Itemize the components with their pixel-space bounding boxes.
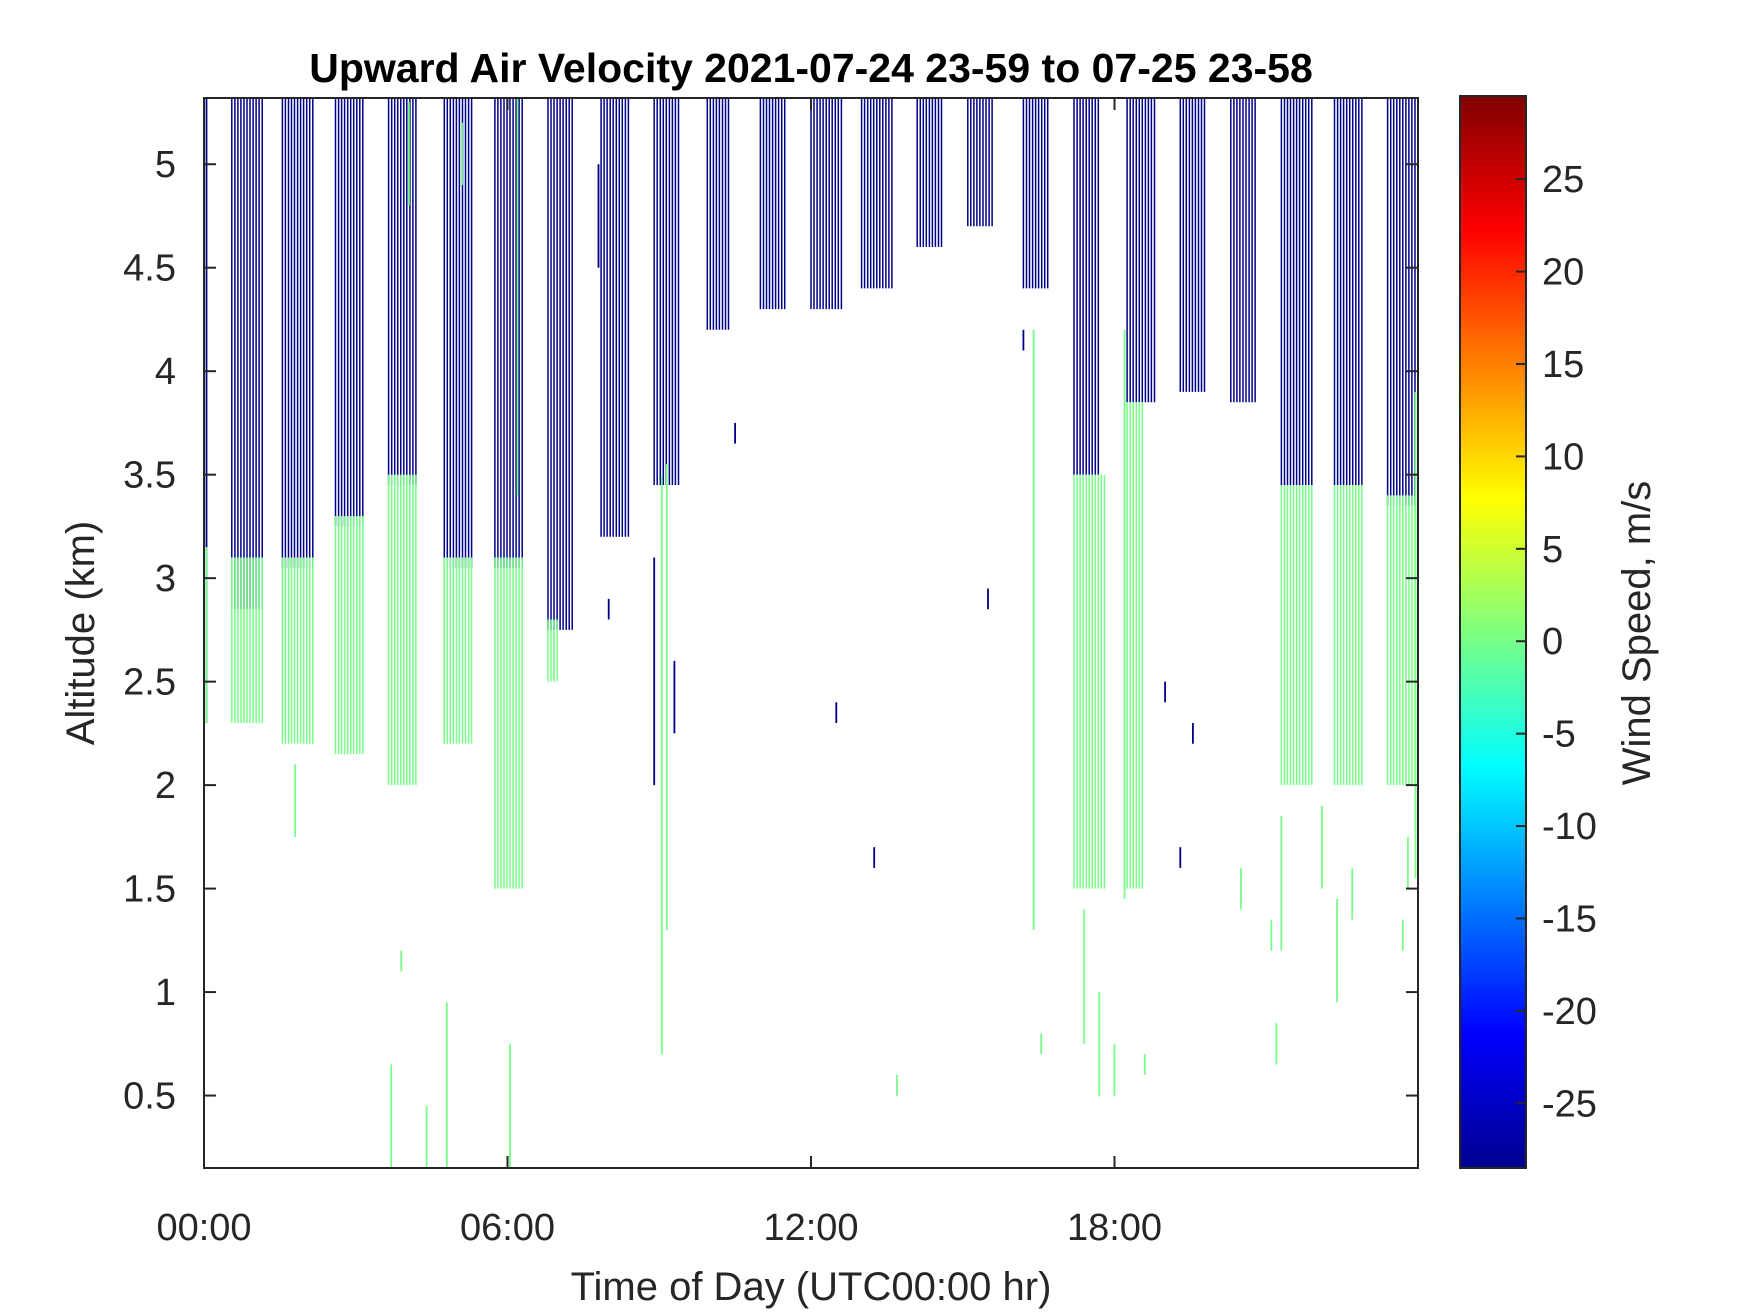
y-tick-label: 1.5 [123, 869, 176, 911]
y-axis-label: Altitude (km) [59, 521, 103, 746]
colorbar-tick-label: -20 [1542, 991, 1597, 1033]
y-tick-label: 4 [155, 351, 176, 393]
colorbar-tick-label: 10 [1542, 436, 1584, 478]
colorbar-tick-label: 15 [1542, 344, 1584, 386]
y-tick-label: 4.5 [123, 248, 176, 290]
y-tick-label: 5 [155, 144, 176, 186]
x-axis-ticks: 00:00 06:00 12:00 18:00 [156, 98, 1162, 1249]
y-tick-label: 2.5 [123, 662, 176, 704]
x-tick-label: 06:00 [460, 1207, 555, 1249]
colorbar-tick-label: 0 [1542, 621, 1563, 663]
colorbar-tick-label: -25 [1542, 1083, 1597, 1125]
colorbar-tick-label: 5 [1542, 529, 1563, 571]
colorbar-tick-label: -5 [1542, 714, 1576, 756]
y-axis-ticks: 0.5 1 1.5 2 2.5 3 3.5 4 4.5 5 [123, 144, 1418, 1118]
y-tick-label: 3 [155, 558, 176, 600]
colorbar-tick-label: 25 [1542, 159, 1584, 201]
colorbar-ticks: 25 20 15 10 5 0 -5 -10 -15 -20 -25 [1516, 159, 1597, 1125]
colorbar-tick-label: 20 [1542, 252, 1584, 294]
y-tick-label: 1 [155, 972, 176, 1014]
colorbar-label: Wind Speed, m/s [1615, 481, 1659, 786]
x-tick-label: 00:00 [156, 1207, 251, 1249]
colorbar-tick-label: -15 [1542, 898, 1597, 940]
y-tick-label: 3.5 [123, 455, 176, 497]
chart-title: Upward Air Velocity 2021-07-24 23-59 to … [309, 45, 1313, 91]
colorbar [1459, 95, 1527, 1169]
y-tick-label: 0.5 [123, 1076, 176, 1118]
x-tick-label: 12:00 [763, 1207, 858, 1249]
x-axis-label: Time of Day (UTC00:00 hr) [571, 1265, 1052, 1309]
y-tick-label: 2 [155, 765, 176, 807]
colorbar-tick-label: -10 [1542, 806, 1597, 848]
x-tick-label: 18:00 [1067, 1207, 1162, 1249]
heatmap-layer [205, 98, 1417, 1168]
